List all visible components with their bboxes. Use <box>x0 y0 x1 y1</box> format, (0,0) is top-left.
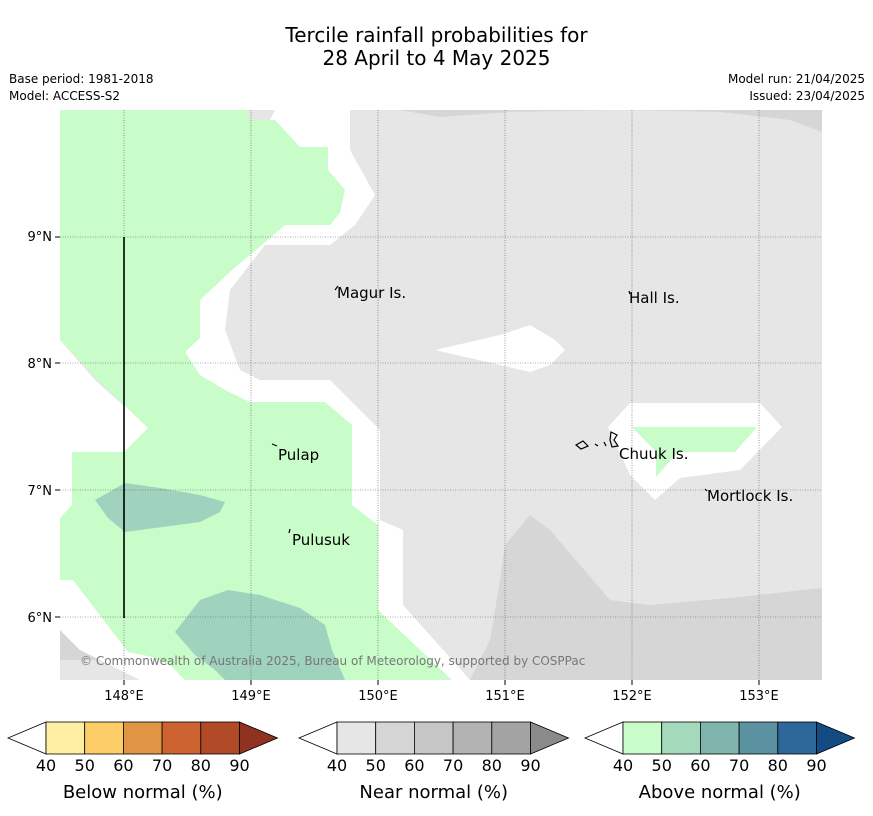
lat-tick-label: 7°N <box>28 484 53 499</box>
hall-island-shape <box>628 290 631 295</box>
colorbar-category-label: Below normal (%) <box>63 782 223 803</box>
lon-tick-label: 150°E <box>358 689 398 704</box>
colorbar-segment <box>413 721 454 755</box>
place-label-pulusuk: Pulusuk <box>292 531 350 549</box>
colorbar-tick-label: 70 <box>729 756 749 775</box>
lon-tick-label: 149°E <box>231 689 271 704</box>
colorbar-tick-label: 90 <box>520 756 540 775</box>
colorbar-segment <box>661 721 701 755</box>
colorbar-tick-label: 40 <box>36 756 56 775</box>
colorbar-extend-low <box>6 721 47 755</box>
colorbar-segment <box>700 721 740 755</box>
map-title-line1: Tercile rainfall probabilities for <box>285 23 588 47</box>
colorbar-extend-low <box>297 721 338 755</box>
above-normal-50-area-south <box>175 590 345 680</box>
colorbar-category-label: Above normal (%) <box>639 782 801 803</box>
above-normal-40-area-chuuk <box>632 427 757 477</box>
colorbar-segment <box>452 721 493 755</box>
copyright-text: © Commonwealth of Australia 2025, Bureau… <box>80 654 585 668</box>
place-label-pulap: Pulap <box>278 446 319 464</box>
model-run-text: Model run: 21/04/2025 <box>727 72 865 86</box>
colorbar-tick-label: 40 <box>613 756 633 775</box>
place-label-chuuk: Chuuk Is. <box>619 445 688 463</box>
colorbar-segment <box>200 721 240 755</box>
graticule <box>60 110 822 680</box>
colorbar-extend-high <box>530 721 570 755</box>
place-label-mortlock: Mortlock Is. <box>707 487 793 505</box>
place-label-hall: Hall Is. <box>629 289 680 307</box>
colorbar-extend-high <box>816 721 856 755</box>
colorbar-tick-label: 50 <box>652 756 672 775</box>
chuuk-island-shape <box>574 431 620 450</box>
island-outlines <box>271 285 708 534</box>
base-period-text: Base period: 1981-2018 <box>9 72 154 86</box>
above-normal-40-area-west <box>60 110 452 680</box>
colorbar-tick-label: 50 <box>366 756 386 775</box>
colorbar-tick-label: 60 <box>113 756 133 775</box>
model-text: Model: ACCESS-S2 <box>9 89 121 103</box>
colorbar-segment <box>45 721 86 755</box>
lon-tick-label: 148°E <box>104 689 144 704</box>
lon-tick-label: 151°E <box>485 689 525 704</box>
lat-tick-label: 6°N <box>28 611 53 626</box>
map-title-line2: 28 April to 4 May 2025 <box>322 46 551 70</box>
mortlock-island-shape <box>704 488 708 492</box>
colorbar-above-normal: 40 50 60 70 80 90 Above normal (%) <box>583 721 856 803</box>
no-dominant-category-band-center <box>435 325 565 372</box>
near-normal-50-area-north <box>400 110 822 132</box>
magur-island-shape <box>334 285 339 291</box>
colorbar-segment <box>84 721 124 755</box>
colorbar-below-normal: 40 50 60 70 80 90 Below normal (%) <box>6 721 279 803</box>
colorbar-near-normal: 40 50 60 70 80 90 Near normal (%) <box>297 721 570 803</box>
colorbar-tick-label: 80 <box>191 756 211 775</box>
colorbar-segment <box>123 721 163 755</box>
colorbar-tick-label: 70 <box>443 756 463 775</box>
colorbar-segment <box>336 721 377 755</box>
probability-map <box>60 110 822 680</box>
colorbar-tick-label: 60 <box>690 756 710 775</box>
lat-tick-label: 9°N <box>28 230 53 245</box>
colorbar-segment <box>738 721 779 755</box>
colorbar-tick-label: 70 <box>152 756 172 775</box>
lon-tick-label: 153°E <box>739 689 779 704</box>
colorbar-segment <box>491 721 531 755</box>
colorbar-segment <box>622 721 663 755</box>
pulusuk-island-shape <box>288 528 291 534</box>
colorbar-extend-low <box>583 721 624 755</box>
colorbar-segment <box>777 721 817 755</box>
colorbar-tick-label: 80 <box>768 756 788 775</box>
colorbar-segment <box>161 721 202 755</box>
colorbar-tick-label: 80 <box>482 756 502 775</box>
colorbar-tick-label: 90 <box>806 756 826 775</box>
place-label-magur: Magur Is. <box>337 284 406 302</box>
issued-text: Issued: 23/04/2025 <box>749 89 865 103</box>
colorbar-tick-label: 40 <box>327 756 347 775</box>
pulap-island-shape <box>271 443 278 447</box>
axis-ticks <box>55 236 760 685</box>
colorbar-segment <box>375 721 415 755</box>
colorbar-extend-high <box>239 721 279 755</box>
colorbar-tick-label: 60 <box>404 756 424 775</box>
near-normal-50-area-southeast <box>470 515 822 680</box>
above-normal-50-area-north <box>95 483 225 532</box>
lon-tick-label: 152°E <box>612 689 652 704</box>
colorbar-tick-label: 90 <box>229 756 249 775</box>
colorbar-tick-label: 50 <box>75 756 95 775</box>
colorbar-category-label: Near normal (%) <box>359 782 508 803</box>
lat-tick-label: 8°N <box>28 357 53 372</box>
